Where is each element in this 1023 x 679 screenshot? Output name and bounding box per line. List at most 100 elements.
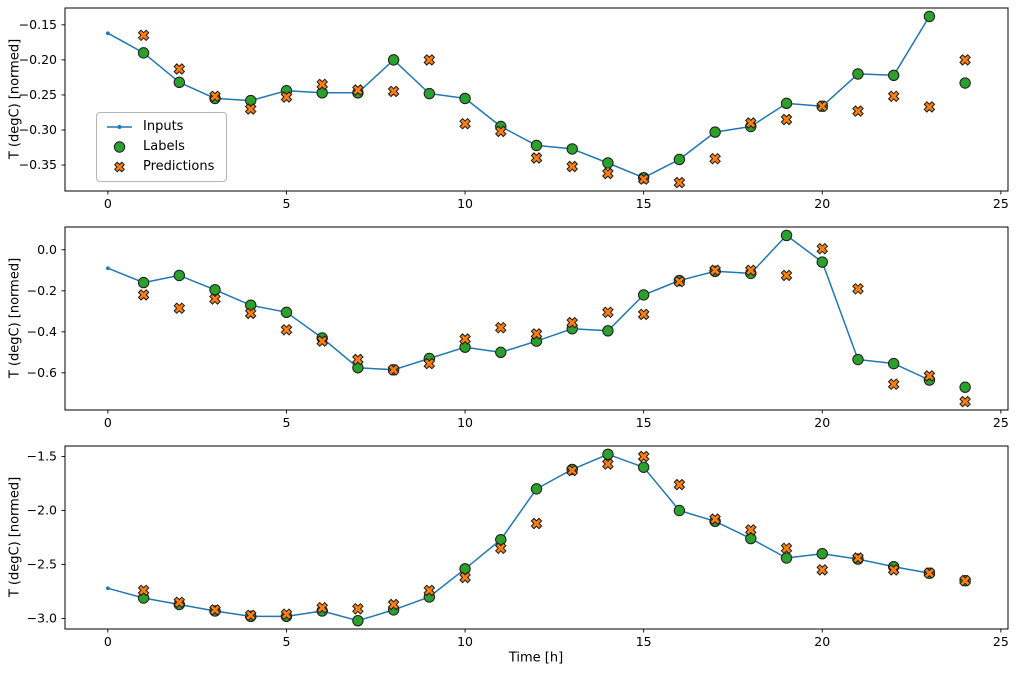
label-point — [673, 504, 686, 517]
prediction-point — [173, 596, 186, 609]
label-point — [566, 143, 578, 155]
prediction-point — [137, 289, 150, 301]
prediction-point — [887, 564, 900, 576]
legend-item-labels: Labels — [105, 139, 214, 155]
y-tick-labels: 0.0 −0.2 −0.4 −0.6 — [27, 242, 65, 380]
prediction-point — [887, 90, 900, 103]
x-tick-label: 10 — [457, 634, 473, 649]
y-tick-label: −0.15 — [19, 17, 57, 32]
subplot-1: 0 5 10 15 20 25 −0.15 −0.20 −0.25 −0.30 −0.35 — [19, 7, 1009, 211]
prediction-point — [780, 113, 793, 126]
y-tick-labels: −1.5 −2.0 −2.5 −3.0 — [27, 448, 65, 626]
y-tick-label: −0.4 — [27, 324, 57, 339]
prediction-point — [566, 316, 579, 329]
y-tick-label: −0.30 — [19, 122, 57, 137]
label-point — [459, 92, 471, 105]
inputs-points — [105, 14, 932, 180]
prediction-point — [566, 464, 579, 477]
legend-item-predictions: Predictions — [105, 159, 214, 175]
ylabel-subplot-2: T (degC) [normed] — [7, 257, 23, 379]
inputs-line — [107, 234, 930, 381]
x-tick-label: 5 — [282, 196, 290, 211]
ylabel-subplot-3: T (degC) [normed] — [7, 476, 23, 598]
prediction-point — [887, 378, 900, 391]
label-point — [387, 54, 400, 66]
prediction-point — [209, 604, 221, 616]
labels-points — [137, 448, 971, 627]
label-point — [209, 284, 221, 296]
prediction-point — [280, 91, 293, 103]
label-point — [780, 229, 793, 242]
label-point — [959, 381, 971, 393]
prediction-point — [780, 542, 793, 555]
label-point — [816, 548, 828, 560]
label-point — [602, 448, 614, 461]
prediction-point — [316, 78, 329, 91]
legend-label-inputs: Inputs — [143, 119, 184, 134]
x-tick-label: 20 — [814, 196, 830, 211]
prediction-point — [959, 395, 971, 408]
inputs-points — [105, 233, 932, 382]
prediction-point — [709, 152, 721, 165]
label-point — [709, 126, 721, 138]
prediction-point — [852, 282, 864, 295]
prediction-point — [137, 29, 150, 42]
x-tick-label: 20 — [814, 415, 830, 430]
subplot-2: 0 5 10 15 20 25 0.0 −0.2 −0.4 −0.6 — [27, 226, 1009, 430]
label-point — [137, 276, 150, 289]
prediction-point — [744, 524, 757, 536]
label-point — [495, 346, 507, 359]
input-point — [105, 266, 110, 271]
ylabel-subplot-1: T (degC) [normed] — [7, 38, 23, 160]
label-point — [959, 77, 971, 89]
prediction-point — [637, 450, 650, 463]
prediction-point — [816, 564, 829, 576]
xlabel: Time [h] — [508, 650, 564, 666]
input-point — [105, 31, 110, 36]
x-tick-label: 25 — [993, 634, 1009, 649]
axes-frame — [64, 7, 1009, 192]
prediction-point — [566, 160, 579, 173]
prediction-point — [637, 173, 650, 185]
inputs-line-icon — [107, 125, 132, 129]
axes-frame — [64, 226, 1009, 411]
y-tick-labels: −0.15 −0.20 −0.25 −0.30 −0.35 — [19, 17, 65, 172]
label-point — [602, 157, 614, 169]
y-tick-label: −0.6 — [27, 365, 57, 380]
x-tick-label: 5 — [282, 415, 290, 430]
prediction-point — [244, 609, 257, 622]
x-tick-label: 20 — [814, 634, 830, 649]
label-point — [637, 289, 650, 301]
prediction-point — [280, 608, 293, 621]
label-point — [923, 10, 936, 23]
x-tick-labels: 0 5 10 15 20 25 — [104, 629, 1009, 649]
prediction-point — [673, 275, 686, 288]
prediction-point — [530, 517, 543, 530]
y-tick-label: −0.35 — [19, 157, 57, 172]
predictions-points — [137, 450, 971, 622]
prediction-point — [959, 54, 971, 66]
predictions-points — [137, 242, 971, 408]
prediction-point — [352, 602, 364, 615]
label-point — [780, 97, 793, 110]
prediction-point — [602, 458, 614, 470]
prediction-point — [494, 321, 507, 334]
y-tick-label: 0.0 — [37, 242, 57, 257]
x-tick-label: 15 — [636, 196, 652, 211]
x-tick-label: 5 — [282, 634, 290, 649]
prediction-point — [352, 84, 364, 96]
prediction-point — [280, 323, 293, 336]
prediction-point — [744, 117, 757, 129]
prediction-point — [959, 574, 971, 587]
prediction-point — [709, 264, 721, 277]
label-point — [852, 68, 864, 80]
prediction-point — [816, 100, 829, 113]
prediction-point — [602, 167, 614, 180]
prediction-point — [673, 478, 686, 491]
predictions-x-icon — [114, 161, 125, 173]
prediction-point — [709, 513, 721, 525]
prediction-point — [352, 353, 364, 366]
prediction-point — [923, 101, 936, 113]
label-point — [173, 269, 186, 282]
